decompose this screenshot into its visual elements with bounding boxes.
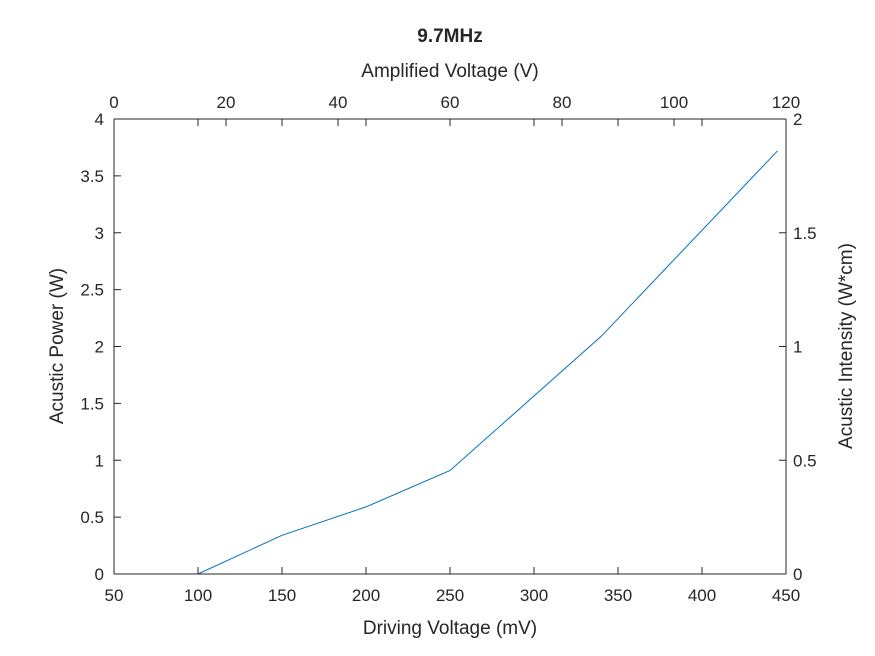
x2-tick-label: 60 — [441, 93, 460, 112]
y-tick-label: 1.5 — [80, 394, 104, 413]
y-tick-label: 0.5 — [80, 508, 104, 527]
x-tick-label: 400 — [688, 586, 716, 605]
chart-title: 9.7MHz — [417, 26, 482, 47]
x2-tick-label: 20 — [217, 93, 236, 112]
y2-tick-label: 0 — [793, 565, 802, 584]
x2-tick-label: 100 — [660, 93, 688, 112]
plot-area — [114, 119, 786, 574]
x2-axis-label: Amplified Voltage (V) — [361, 61, 538, 82]
x-tick-label: 450 — [772, 586, 800, 605]
x2-tick-label: 80 — [553, 93, 572, 112]
x2-tick-label: 40 — [329, 93, 348, 112]
x-tick-label: 250 — [436, 586, 464, 605]
x2-tick-label: 0 — [109, 93, 118, 112]
x-tick-label: 300 — [520, 586, 548, 605]
y-tick-label: 3.5 — [80, 167, 104, 186]
x-tick-label: 200 — [352, 586, 380, 605]
y-tick-label: 4 — [95, 110, 104, 129]
y-tick-label: 2 — [95, 338, 104, 357]
x-tick-label: 50 — [105, 586, 124, 605]
y2-tick-label: 1 — [793, 338, 802, 357]
y2-tick-label: 2 — [793, 110, 802, 129]
x-axis-label: Driving Voltage (mV) — [363, 618, 537, 639]
y2-tick-label: 0.5 — [793, 451, 817, 470]
series-layer — [197, 150, 778, 575]
y-tick-label: 3 — [95, 224, 104, 243]
x2-tick-label: 120 — [772, 93, 800, 112]
x-tick-label: 100 — [184, 586, 212, 605]
y-tick-label: 0 — [95, 565, 104, 584]
y-tick-label: 2.5 — [80, 281, 104, 300]
series-line — [197, 150, 778, 575]
y2-tick-label: 1.5 — [793, 224, 817, 243]
y-axis-label: Acustic Power (W) — [47, 268, 68, 424]
x-tick-label: 350 — [604, 586, 632, 605]
y-tick-label: 1 — [95, 451, 104, 470]
y2-axis-label: Acustic Intensity (W*cm) — [836, 243, 857, 449]
x-tick-label: 150 — [268, 586, 296, 605]
